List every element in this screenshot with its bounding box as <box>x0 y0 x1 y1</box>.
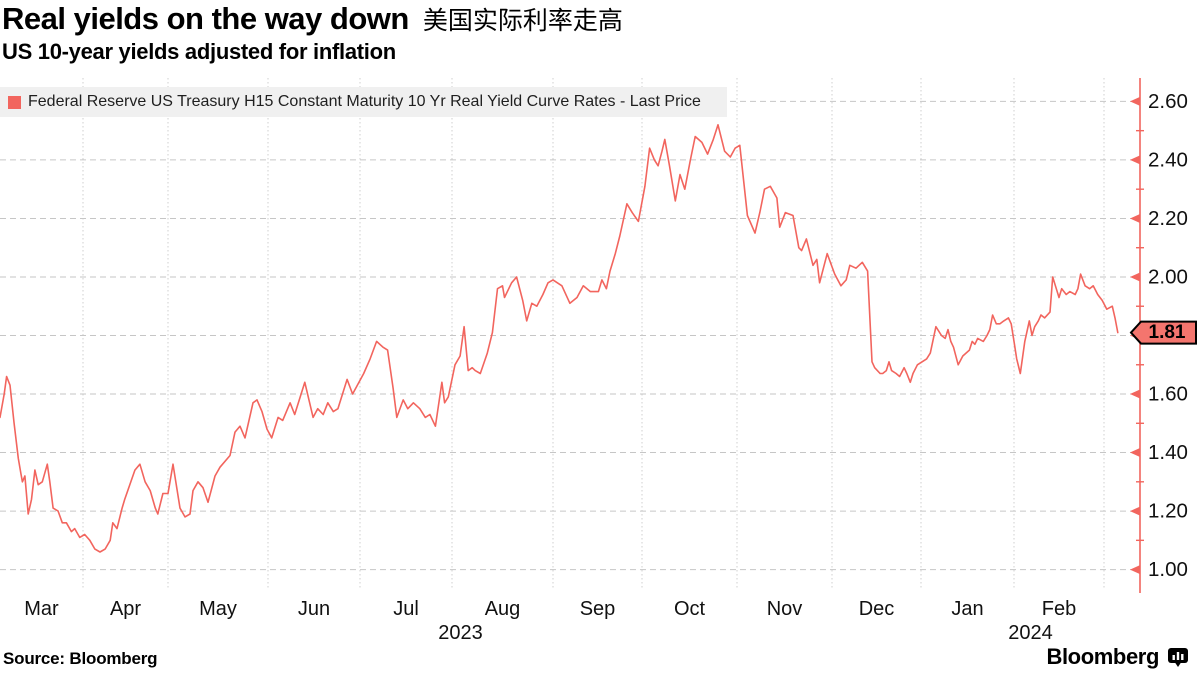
y-axis-major-tick-arrow-icon <box>1130 96 1140 106</box>
bloomberg-wordmark: Bloomberg <box>1046 644 1159 669</box>
y-axis-major-tick-arrow-icon <box>1130 448 1140 458</box>
y-axis-tick-label: 1.20 <box>1148 500 1188 523</box>
x-axis-year-label: 2024 <box>1008 622 1053 644</box>
y-axis-major-tick-arrow-icon <box>1130 155 1140 165</box>
x-axis-month-label: Aug <box>485 598 521 620</box>
y-axis-tick-label: 2.00 <box>1148 265 1188 288</box>
x-axis-month-label: Apr <box>110 598 141 620</box>
y-axis-tick-label: 1.60 <box>1148 383 1188 406</box>
y-axis-major-tick-arrow-icon <box>1130 506 1140 516</box>
x-axis-month-label: Jul <box>393 598 419 620</box>
y-axis-tick-label: 1.00 <box>1148 558 1188 581</box>
x-axis-month-label: Feb <box>1042 598 1076 620</box>
legend-series-label: Federal Reserve US Treasury H15 Constant… <box>28 93 701 110</box>
bloomberg-terminal-icon <box>1168 648 1188 667</box>
title-row: Real yields on the way down 美国实际利率走高 <box>2 1 1195 36</box>
chart-subtitle: US 10-year yields adjusted for inflation <box>2 39 396 65</box>
y-axis-major-tick-arrow-icon <box>1130 272 1140 282</box>
x-axis-month-label: Dec <box>859 598 895 620</box>
x-axis-year-label: 2023 <box>438 622 483 644</box>
x-axis-month-label: May <box>199 598 237 620</box>
chart-header: Real yields on the way down 美国实际利率走高 US … <box>2 1 1195 65</box>
x-axis-month-label: Nov <box>767 598 803 620</box>
page-title-chinese: 美国实际利率走高 <box>422 7 623 35</box>
y-axis-tick-label: 2.60 <box>1148 90 1188 113</box>
x-axis-month-label: Sep <box>580 598 616 620</box>
yield-line-chart: 1.00 1.20 1.40 1.60 2.00 2.20 2.40 2.60 1.81 Mar A… <box>0 78 1197 644</box>
bloomberg-logo: Bloomberg <box>1046 644 1189 670</box>
x-axis-month-label: Oct <box>674 598 706 620</box>
y-axis-major-tick-arrow-icon <box>1130 565 1140 575</box>
last-price-tag <box>1129 320 1197 345</box>
yield-series-line <box>0 123 1119 553</box>
y-axis-tick-label: 1.40 <box>1148 441 1188 464</box>
y-axis-major-tick-arrow-icon <box>1130 389 1140 399</box>
x-axis-month-label: Mar <box>24 598 59 620</box>
x-axis-month-label: Jan <box>951 598 983 620</box>
y-axis-tick-label: 2.40 <box>1148 148 1188 171</box>
y-axis-major-tick-arrow-icon <box>1130 213 1140 223</box>
y-axis-tick-label: 2.20 <box>1148 207 1188 230</box>
page-title: Real yields on the way down <box>2 1 409 36</box>
source-note: Source: Bloomberg <box>3 649 158 668</box>
last-price-label: 1.81 <box>1149 322 1186 343</box>
chart-legend: Federal Reserve US Treasury H15 Constant… <box>0 87 727 117</box>
x-axis-month-label: Jun <box>298 598 330 620</box>
legend-series-marker-icon <box>8 95 21 109</box>
